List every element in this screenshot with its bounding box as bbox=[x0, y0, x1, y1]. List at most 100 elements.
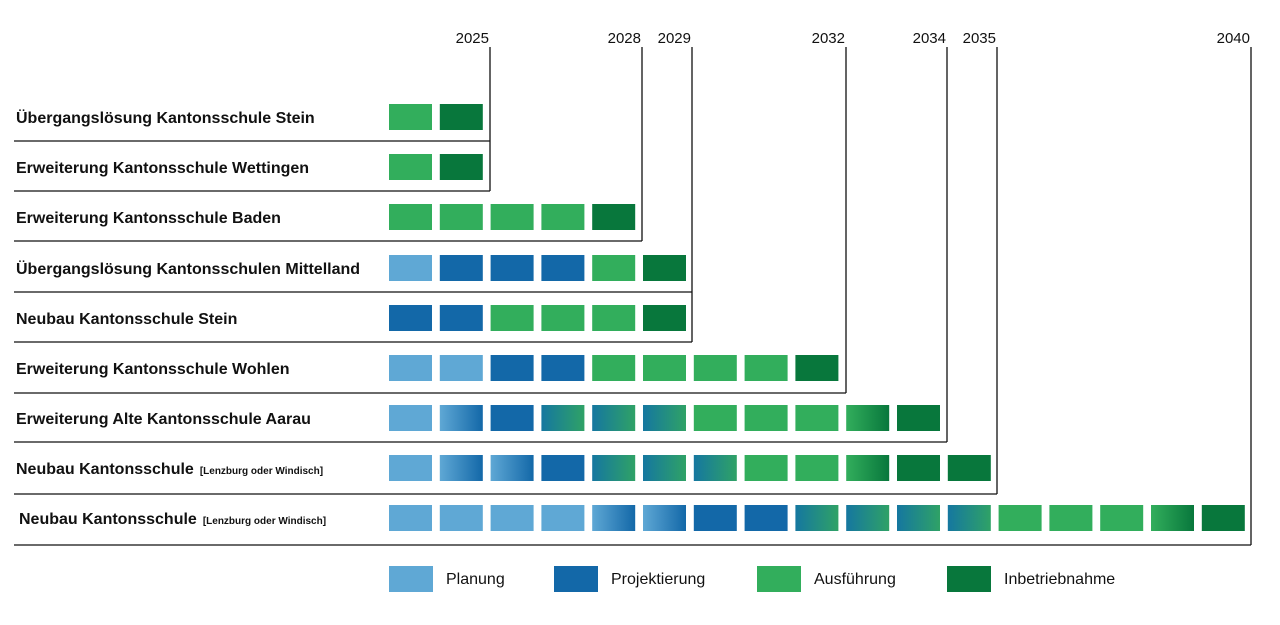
row-6: Erweiterung Kantonsschule Wohlen bbox=[14, 355, 846, 394]
phase-block bbox=[1049, 505, 1093, 531]
phase-block bbox=[490, 255, 534, 281]
phase-block bbox=[1100, 505, 1144, 531]
phase-block bbox=[643, 305, 686, 331]
phase-block bbox=[592, 405, 636, 431]
phase-block bbox=[947, 455, 991, 481]
phase-block bbox=[744, 505, 788, 531]
legend: Planung Projektierung Ausführung Inbetriebn… bbox=[389, 566, 1115, 592]
legend-swatch bbox=[757, 566, 801, 592]
phase-block bbox=[490, 505, 534, 531]
phase-block bbox=[846, 405, 890, 431]
phase-block bbox=[439, 455, 483, 481]
phase-block bbox=[389, 455, 432, 481]
phase-block bbox=[592, 455, 636, 481]
row-label: Neubau Kantonsschule Stein bbox=[16, 311, 237, 328]
row-8: Neubau Kantonsschule [Lenzburg oder Windi… bbox=[14, 455, 997, 495]
phase-block bbox=[490, 455, 534, 481]
phase-block bbox=[541, 255, 585, 281]
phase-block bbox=[541, 355, 585, 381]
phase-block bbox=[490, 405, 534, 431]
year-label-2028: 2028 bbox=[608, 30, 641, 47]
legend-item-2: Projektierung bbox=[554, 566, 705, 592]
phase-block bbox=[439, 104, 483, 130]
year-labels: 2025 2028 2029 2032 2034 2035 2040 bbox=[456, 30, 1250, 47]
year-label-2032: 2032 bbox=[812, 30, 845, 47]
phase-block bbox=[592, 255, 636, 281]
legend-item-4: Inbetriebnahme bbox=[947, 566, 1115, 592]
phase-block bbox=[541, 305, 585, 331]
legend-label: Ausführung bbox=[814, 571, 896, 588]
phase-block bbox=[795, 355, 839, 381]
legend-swatch bbox=[554, 566, 598, 592]
phase-block bbox=[541, 405, 585, 431]
phase-block bbox=[947, 505, 991, 531]
year-label-2034: 2034 bbox=[913, 30, 946, 47]
row-label: Neubau Kantonsschule [Lenzburg oder Windi… bbox=[19, 511, 326, 528]
phase-block bbox=[389, 104, 432, 130]
phase-block bbox=[389, 355, 432, 381]
year-label-2025: 2025 bbox=[456, 30, 489, 47]
phase-block bbox=[693, 405, 737, 431]
phase-block bbox=[389, 204, 432, 230]
phase-block bbox=[439, 154, 483, 180]
year-label-2035: 2035 bbox=[963, 30, 996, 47]
legend-label: Planung bbox=[446, 571, 505, 588]
row-label: Neubau Kantonsschule [Lenzburg oder Windi… bbox=[16, 461, 323, 478]
row-label: Erweiterung Kantonsschule Wohlen bbox=[16, 361, 290, 378]
phase-block bbox=[439, 255, 483, 281]
phase-block bbox=[592, 305, 636, 331]
phase-block bbox=[490, 204, 534, 230]
phase-block bbox=[693, 505, 737, 531]
phase-block bbox=[592, 505, 636, 531]
phase-block bbox=[389, 154, 432, 180]
phase-block bbox=[439, 505, 483, 531]
phase-block bbox=[1201, 505, 1245, 531]
phase-block bbox=[439, 405, 483, 431]
row-label: Erweiterung Alte Kantonsschule Aarau bbox=[16, 411, 311, 428]
phase-block bbox=[389, 505, 432, 531]
phase-block bbox=[389, 255, 432, 281]
phase-block bbox=[643, 455, 686, 481]
phase-block bbox=[541, 505, 585, 531]
phase-block bbox=[643, 505, 686, 531]
phase-block bbox=[541, 455, 585, 481]
phase-block bbox=[439, 204, 483, 230]
phase-block bbox=[490, 355, 534, 381]
phase-block bbox=[389, 405, 432, 431]
phase-block bbox=[541, 204, 585, 230]
phase-block bbox=[643, 355, 686, 381]
legend-item-3: Ausführung bbox=[757, 566, 896, 592]
row-brackets bbox=[489, 47, 1252, 545]
row-4: Übergangslösung Kantonsschulen Mittellan… bbox=[14, 255, 692, 293]
row-label: Erweiterung Kantonsschule Wettingen bbox=[16, 160, 309, 177]
phase-block bbox=[643, 405, 686, 431]
phase-block bbox=[389, 305, 432, 331]
row-9: Neubau Kantonsschule [Lenzburg oder Windi… bbox=[14, 505, 1251, 546]
year-label-2040: 2040 bbox=[1217, 30, 1250, 47]
row-2: Erweiterung Kantonsschule Wettingen bbox=[14, 154, 490, 192]
row-5: Neubau Kantonsschule Stein bbox=[14, 305, 692, 343]
row-3: Erweiterung Kantonsschule Baden bbox=[14, 204, 642, 242]
legend-label: Inbetriebnahme bbox=[1004, 571, 1115, 588]
phase-block bbox=[744, 455, 788, 481]
phase-block bbox=[897, 505, 940, 531]
phase-block bbox=[1151, 505, 1194, 531]
legend-label: Projektierung bbox=[611, 571, 705, 588]
phase-block bbox=[846, 455, 890, 481]
phase-block bbox=[592, 204, 636, 230]
legend-item-1: Planung bbox=[389, 566, 505, 592]
phase-block bbox=[744, 355, 788, 381]
phase-block bbox=[643, 255, 686, 281]
phase-block bbox=[490, 305, 534, 331]
phase-block bbox=[744, 405, 788, 431]
row-1: Übergangslösung Kantonsschule Stein bbox=[14, 104, 490, 142]
row-label: Übergangslösung Kantonsschulen Mittellan… bbox=[16, 259, 360, 278]
year-label-2029: 2029 bbox=[658, 30, 691, 47]
legend-swatch bbox=[947, 566, 991, 592]
phase-block bbox=[897, 455, 940, 481]
phase-block bbox=[795, 455, 839, 481]
row-7: Erweiterung Alte Kantonsschule Aarau bbox=[14, 405, 947, 443]
phase-block bbox=[439, 305, 483, 331]
phase-block bbox=[795, 505, 839, 531]
